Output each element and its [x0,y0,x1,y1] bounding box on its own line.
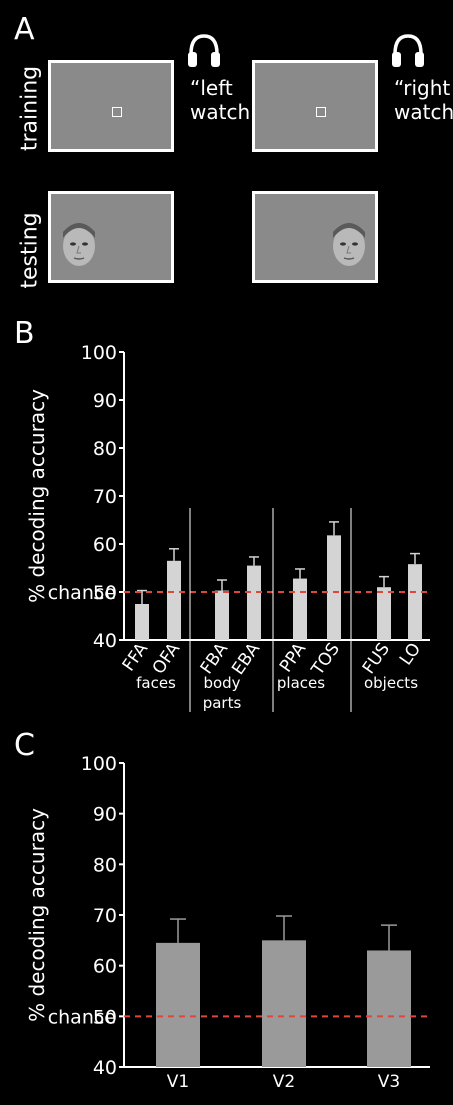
cue-left: “left watch [190,76,250,124]
chance-label: chance [48,1006,116,1028]
bar-EBA [247,565,261,640]
group-label: objects [364,674,418,692]
y-tick-label: 80 [93,854,117,876]
y-tick-label: 60 [93,534,117,556]
y-tick-label: 40 [93,1057,117,1079]
x-tick-label-V1: V1 [167,1072,189,1092]
face-image [333,223,365,266]
x-tick-label-PPA: PPA [276,639,310,676]
y-tick-label: 100 [81,342,117,364]
headphones-icon [392,34,424,67]
x-tick-label-EBA: EBA [228,639,264,679]
training-label: training [17,65,43,152]
chart-b: 40 50 60 70 80 90 100 % decoding accuracy FFAOFA… [25,342,430,712]
training-screen-right [252,60,378,152]
y-tick-label: 40 [93,630,117,652]
x-tick-label-OFA: OFA [149,639,185,678]
panel-a-letter: A [14,12,35,47]
y-tick-label: 80 [93,438,117,460]
bar-V2 [262,940,306,1067]
bar-FBA [215,590,229,640]
group-label: places [277,674,325,692]
y-tick-label: 50 [93,1006,117,1028]
bar-LO [408,564,422,640]
bar-FUS [377,587,391,640]
training-screen-left [48,60,174,152]
chance-label: chance [48,582,116,604]
y-tick-label: 60 [93,956,117,978]
x-tick-label-FFA: FFA [119,639,153,675]
cue-left-line1: “left [190,76,233,100]
y-tick-label: 90 [93,804,117,826]
testing-screen-left [48,191,174,283]
x-tick-label-LO: LO [396,639,425,669]
group-label: parts [203,694,242,712]
group-label: body [203,674,240,692]
panel-b-letter: B [14,316,35,351]
group-label: faces [136,674,176,692]
y-tick-label: 90 [93,390,117,412]
cue-left-line2: watch [190,100,251,124]
testing-label: testing [17,212,43,289]
fixation-square [316,107,326,117]
bar-FFA [135,604,149,640]
y-tick-label: 70 [93,905,117,927]
fixation-square [112,107,122,117]
cue-right-line2: watch” [394,100,453,124]
x-tick-label-V3: V3 [378,1072,400,1092]
x-tick-label-FBA: FBA [197,639,233,678]
bar-OFA [167,560,181,640]
bar-V1 [156,942,200,1067]
y-axis-label: % decoding accuracy [25,808,49,1022]
x-tick-label-FUS: FUS [359,639,394,678]
bar-PPA [293,578,307,640]
y-tick-label: 50 [93,582,117,604]
panel-c-letter: C [14,728,35,763]
y-tick-label: 70 [93,486,117,508]
headphones-icon [188,34,220,67]
cue-right: “right watch” [394,76,453,124]
testing-screen-right [252,191,378,283]
bar-TOS [327,535,341,640]
y-tick-label: 100 [81,753,117,775]
cue-right-line1: “right [394,76,451,100]
y-axis-label: % decoding accuracy [25,389,49,603]
bar-V3 [367,950,411,1067]
x-tick-label-V2: V2 [273,1072,295,1092]
face-image [63,223,95,266]
chart-c: 40 50 60 70 80 90 100 % decoding accuracy V1 V2 V3… [25,753,430,1092]
